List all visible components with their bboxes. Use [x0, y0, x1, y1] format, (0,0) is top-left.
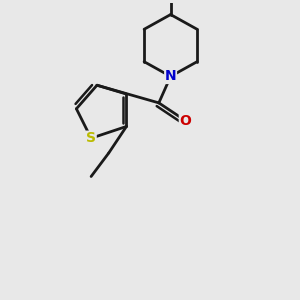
Text: O: O	[179, 114, 191, 128]
Text: N: N	[165, 69, 176, 83]
Text: S: S	[86, 131, 96, 145]
